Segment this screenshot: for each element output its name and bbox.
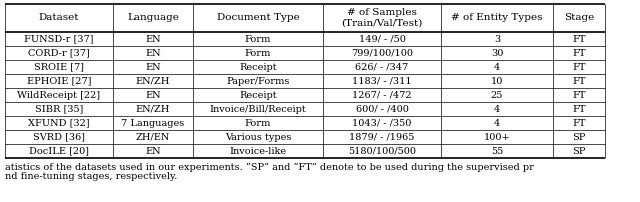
Text: ZH/EN: ZH/EN	[136, 133, 170, 141]
Text: Receipt: Receipt	[239, 62, 277, 72]
Text: # of Samples
(Train/Val/Test): # of Samples (Train/Val/Test)	[341, 8, 422, 28]
Text: EN: EN	[145, 62, 161, 72]
Text: EN: EN	[145, 90, 161, 100]
Text: FT: FT	[572, 104, 586, 114]
Text: 25: 25	[491, 90, 503, 100]
Text: 10: 10	[491, 77, 503, 85]
Text: DocILE [20]: DocILE [20]	[29, 146, 89, 156]
Text: 100+: 100+	[484, 133, 510, 141]
Text: 4: 4	[494, 104, 500, 114]
Text: 1043/ - /350: 1043/ - /350	[352, 119, 412, 127]
Text: 4: 4	[494, 119, 500, 127]
Text: EN: EN	[145, 48, 161, 58]
Text: 30: 30	[491, 48, 503, 58]
Text: WildReceipt [22]: WildReceipt [22]	[17, 90, 100, 100]
Text: 149/ - /50: 149/ - /50	[358, 35, 405, 43]
Text: EPHOIE [27]: EPHOIE [27]	[27, 77, 92, 85]
Text: FT: FT	[572, 62, 586, 72]
Text: atistics of the datasets used in our experiments. “SP” and “FT” denote to be use: atistics of the datasets used in our exp…	[5, 163, 534, 172]
Text: FUNSD-r [37]: FUNSD-r [37]	[24, 35, 93, 43]
Text: SROIE [7]: SROIE [7]	[34, 62, 84, 72]
Text: 7 Languages: 7 Languages	[122, 119, 184, 127]
Text: SVRD [36]: SVRD [36]	[33, 133, 85, 141]
Text: 799/100/100: 799/100/100	[351, 48, 413, 58]
Text: 5180/100/500: 5180/100/500	[348, 146, 416, 156]
Text: XFUND [32]: XFUND [32]	[28, 119, 90, 127]
Text: 1183/ - /311: 1183/ - /311	[352, 77, 412, 85]
Text: 4: 4	[494, 62, 500, 72]
Text: FT: FT	[572, 35, 586, 43]
Text: Stage: Stage	[564, 14, 594, 22]
Text: Paper/Forms: Paper/Forms	[227, 77, 290, 85]
Text: # of Entity Types: # of Entity Types	[451, 14, 543, 22]
Text: EN/ZH: EN/ZH	[136, 104, 170, 114]
Text: Invoice-like: Invoice-like	[229, 146, 287, 156]
Text: 626/ - /347: 626/ - /347	[355, 62, 408, 72]
Text: 600/ - /400: 600/ - /400	[356, 104, 408, 114]
Text: EN: EN	[145, 146, 161, 156]
Text: 1879/ - /1965: 1879/ - /1965	[349, 133, 415, 141]
Text: nd fine-tuning stages, respectively.: nd fine-tuning stages, respectively.	[5, 172, 177, 181]
Text: SP: SP	[572, 146, 586, 156]
Text: EN/ZH: EN/ZH	[136, 77, 170, 85]
Text: EN: EN	[145, 35, 161, 43]
Text: SP: SP	[572, 133, 586, 141]
Text: Various types: Various types	[225, 133, 291, 141]
Text: 1267/ - /472: 1267/ - /472	[352, 90, 412, 100]
Text: SIBR [35]: SIBR [35]	[35, 104, 83, 114]
Text: 55: 55	[491, 146, 503, 156]
Text: Invoice/Bill/Receipt: Invoice/Bill/Receipt	[210, 104, 307, 114]
Text: 3: 3	[494, 35, 500, 43]
Text: Dataset: Dataset	[39, 14, 79, 22]
Text: FT: FT	[572, 77, 586, 85]
Text: Document Type: Document Type	[216, 14, 300, 22]
Text: Form: Form	[245, 35, 271, 43]
Text: Language: Language	[127, 14, 179, 22]
Text: FT: FT	[572, 119, 586, 127]
Text: FT: FT	[572, 48, 586, 58]
Text: Form: Form	[245, 48, 271, 58]
Text: FT: FT	[572, 90, 586, 100]
Text: Receipt: Receipt	[239, 90, 277, 100]
Text: Form: Form	[245, 119, 271, 127]
Text: CORD-r [37]: CORD-r [37]	[28, 48, 90, 58]
